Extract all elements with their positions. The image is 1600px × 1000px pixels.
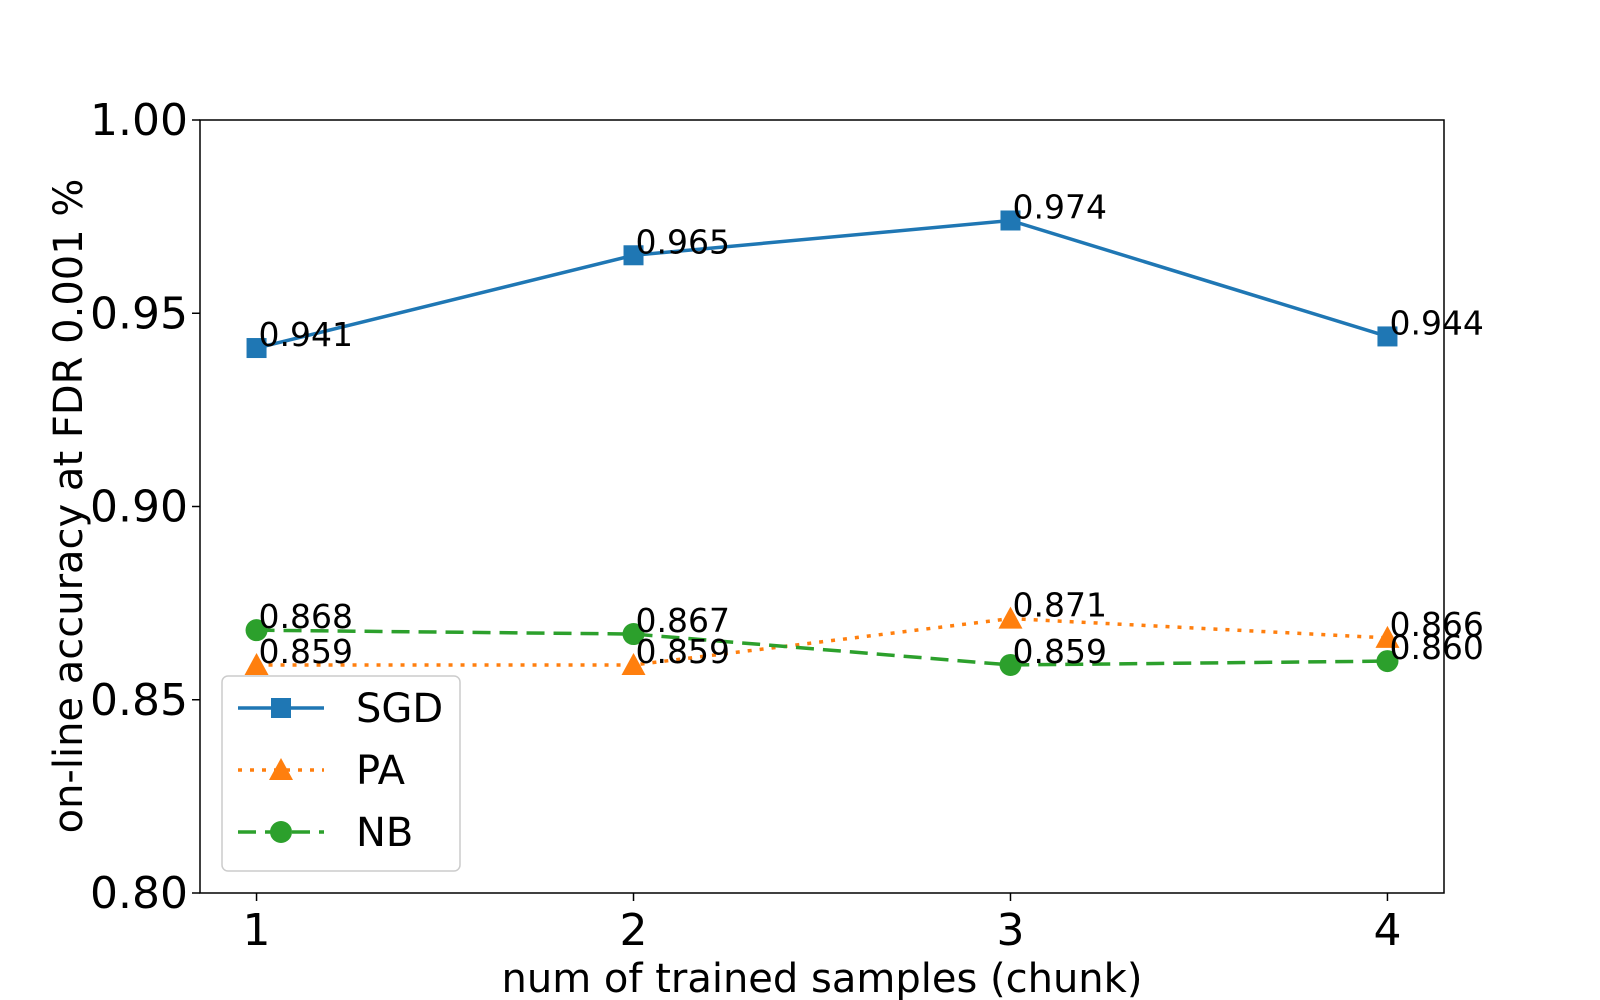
- y-tick-label: 0.95: [90, 288, 188, 339]
- legend-item-sgd: SGD: [238, 686, 443, 732]
- y-tick-label: 0.80: [90, 868, 188, 919]
- x-tick-label: 3: [996, 905, 1024, 956]
- data-label-sgd: 0.941: [259, 315, 353, 354]
- data-point-nb: [245, 619, 268, 642]
- legend-label: SGD: [356, 686, 443, 732]
- data-point-pa: [1375, 625, 1400, 648]
- data-label-nb: 0.868: [259, 597, 353, 636]
- data-point-pa: [621, 652, 646, 675]
- x-tick-label: 4: [1373, 905, 1401, 956]
- data-point-nb: [999, 653, 1022, 676]
- legend-marker: [271, 698, 291, 718]
- data-point-pa: [244, 652, 269, 675]
- data-label-nb: 0.867: [636, 601, 730, 640]
- series-line-sgd: [256, 218, 1388, 350]
- x-axis: 1 2 3 4: [243, 893, 1401, 956]
- data-point-pa: [998, 606, 1023, 629]
- data-label-nb: 0.860: [1389, 628, 1483, 667]
- data-label-nb: 0.859: [1012, 632, 1106, 671]
- y-axis: 1.00 0.95 0.90 0.85 0.80: [90, 95, 200, 919]
- y-tick-label: 0.90: [90, 482, 188, 533]
- series-nb: [245, 619, 1399, 676]
- legend-label: NB: [356, 810, 413, 856]
- data-point-sgd: [1377, 326, 1398, 347]
- x-axis-label: num of trained samples (chunk): [502, 956, 1143, 1000]
- data-point-sgd: [246, 338, 267, 359]
- series-pa: [244, 606, 1400, 675]
- legend-item-pa: PA: [238, 748, 406, 794]
- data-point-nb: [622, 623, 645, 646]
- data-point-sgd: [623, 245, 644, 266]
- y-axis-label: on-line accuracy at FDR 0.001 %: [46, 179, 92, 834]
- legend: SGD PA NB: [221, 675, 461, 872]
- series-sgd: [246, 210, 1398, 359]
- data-point-sgd: [1000, 210, 1021, 231]
- data-point-nb: [1376, 650, 1399, 673]
- data-label-pa: 0.859: [636, 632, 730, 671]
- data-label-pa: 0.866: [1389, 605, 1483, 644]
- legend-label: PA: [356, 748, 406, 794]
- x-tick-label: 2: [620, 905, 648, 956]
- series-line-pa: [256, 616, 1388, 667]
- data-label-sgd: 0.965: [636, 222, 730, 261]
- data-label-sgd: 0.974: [1012, 187, 1106, 226]
- series-layer: [244, 210, 1400, 676]
- legend-marker: [270, 821, 292, 843]
- data-label-pa: 0.871: [1012, 586, 1106, 625]
- y-tick-label: 1.00: [90, 95, 188, 146]
- data-label-layer: 0.941 0.965 0.974 0.944 0.859 0.859 0.871 0.866…: [259, 187, 1484, 670]
- data-label-pa: 0.859: [259, 632, 353, 671]
- legend-marker: [269, 758, 293, 780]
- y-tick-label: 0.85: [90, 675, 188, 726]
- legend-item-nb: NB: [238, 810, 413, 856]
- x-tick-label: 1: [243, 905, 271, 956]
- data-label-sgd: 0.944: [1389, 303, 1483, 342]
